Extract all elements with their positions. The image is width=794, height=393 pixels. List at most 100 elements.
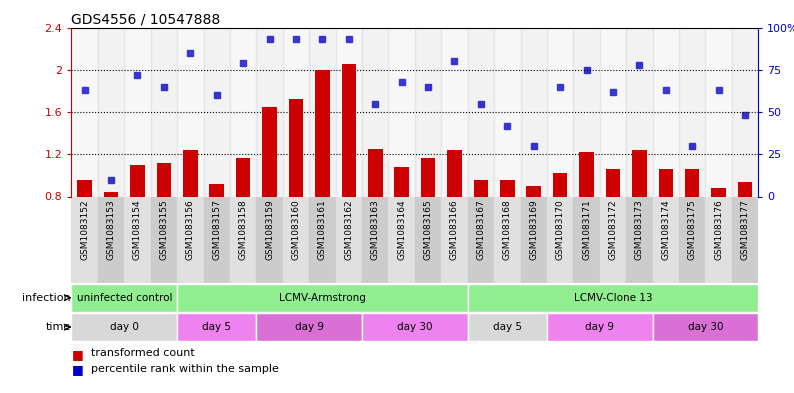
- Text: GDS4556 / 10547888: GDS4556 / 10547888: [71, 12, 221, 26]
- Text: GSM1083167: GSM1083167: [476, 199, 485, 260]
- Text: GSM1083154: GSM1083154: [133, 199, 142, 260]
- Bar: [362, 313, 468, 341]
- Bar: [500, 180, 515, 196]
- Bar: [210, 184, 224, 196]
- Text: LCMV-Armstrong: LCMV-Armstrong: [279, 293, 366, 303]
- Text: uninfected control: uninfected control: [76, 293, 172, 303]
- Bar: [283, 28, 309, 196]
- Bar: [315, 70, 330, 196]
- Bar: [336, 28, 362, 196]
- Text: day 9: day 9: [585, 322, 615, 332]
- Bar: [341, 64, 356, 196]
- Bar: [626, 196, 653, 283]
- Text: percentile rank within the sample: percentile rank within the sample: [91, 364, 279, 373]
- Bar: [421, 158, 435, 196]
- Bar: [547, 196, 573, 283]
- Bar: [256, 313, 362, 341]
- Text: GSM1083169: GSM1083169: [530, 199, 538, 260]
- Text: GSM1083174: GSM1083174: [661, 199, 670, 260]
- Text: GSM1083158: GSM1083158: [239, 199, 248, 260]
- Text: GSM1083161: GSM1083161: [318, 199, 327, 260]
- Text: day 30: day 30: [397, 322, 433, 332]
- Bar: [203, 28, 230, 196]
- Bar: [547, 28, 573, 196]
- Text: GSM1083168: GSM1083168: [503, 199, 512, 260]
- Text: GSM1083155: GSM1083155: [160, 199, 168, 260]
- Bar: [474, 180, 488, 196]
- Bar: [125, 196, 151, 283]
- Text: GSM1083166: GSM1083166: [450, 199, 459, 260]
- Text: GSM1083160: GSM1083160: [291, 199, 300, 260]
- Bar: [738, 182, 753, 196]
- Bar: [658, 169, 673, 196]
- Bar: [632, 150, 646, 196]
- Bar: [626, 28, 653, 196]
- Bar: [177, 196, 203, 283]
- Bar: [468, 196, 494, 283]
- Text: GSM1083159: GSM1083159: [265, 199, 274, 260]
- Bar: [468, 313, 547, 341]
- Bar: [599, 28, 626, 196]
- Text: LCMV-Clone 13: LCMV-Clone 13: [574, 293, 652, 303]
- Bar: [177, 28, 203, 196]
- Text: infection: infection: [22, 293, 71, 303]
- Bar: [653, 28, 679, 196]
- Bar: [203, 196, 230, 283]
- Text: ■: ■: [71, 364, 83, 376]
- Text: day 0: day 0: [110, 322, 139, 332]
- Bar: [336, 196, 362, 283]
- Bar: [289, 99, 303, 196]
- Bar: [104, 192, 118, 196]
- Bar: [177, 284, 468, 312]
- Bar: [441, 196, 468, 283]
- Bar: [468, 28, 494, 196]
- Bar: [711, 188, 726, 196]
- Text: GSM1083152: GSM1083152: [80, 199, 89, 260]
- Text: day 30: day 30: [688, 322, 723, 332]
- Bar: [653, 313, 758, 341]
- Bar: [388, 28, 414, 196]
- Bar: [732, 196, 758, 283]
- Text: GSM1083175: GSM1083175: [688, 199, 696, 260]
- Bar: [414, 28, 441, 196]
- Bar: [494, 28, 521, 196]
- Bar: [447, 150, 462, 196]
- Bar: [388, 196, 414, 283]
- Text: GSM1083171: GSM1083171: [582, 199, 591, 260]
- Bar: [71, 313, 177, 341]
- Bar: [494, 196, 521, 283]
- Text: transformed count: transformed count: [91, 348, 195, 358]
- Bar: [98, 28, 125, 196]
- Bar: [679, 28, 705, 196]
- Bar: [547, 313, 653, 341]
- Bar: [151, 196, 177, 283]
- Bar: [236, 158, 250, 196]
- Text: day 9: day 9: [295, 322, 324, 332]
- Text: GSM1083153: GSM1083153: [106, 199, 116, 260]
- Bar: [256, 196, 283, 283]
- Bar: [521, 196, 547, 283]
- Bar: [156, 163, 172, 196]
- Bar: [309, 28, 336, 196]
- Bar: [573, 196, 599, 283]
- Bar: [256, 28, 283, 196]
- Text: GSM1083157: GSM1083157: [212, 199, 222, 260]
- Text: GSM1083163: GSM1083163: [371, 199, 380, 260]
- Bar: [71, 284, 177, 312]
- Text: GSM1083172: GSM1083172: [608, 199, 618, 260]
- Bar: [125, 28, 151, 196]
- Bar: [653, 196, 679, 283]
- Bar: [309, 196, 336, 283]
- Bar: [606, 169, 620, 196]
- Bar: [580, 152, 594, 196]
- Bar: [77, 180, 92, 196]
- Bar: [573, 28, 599, 196]
- Bar: [553, 173, 568, 196]
- Bar: [526, 186, 541, 196]
- Text: GSM1083156: GSM1083156: [186, 199, 195, 260]
- Bar: [283, 196, 309, 283]
- Bar: [732, 28, 758, 196]
- Bar: [71, 28, 98, 196]
- Text: day 5: day 5: [493, 322, 522, 332]
- Text: time: time: [46, 322, 71, 332]
